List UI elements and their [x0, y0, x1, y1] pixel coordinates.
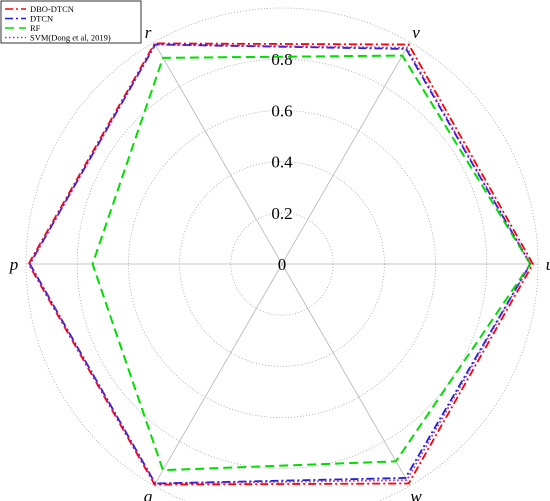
axis-label-q: q [144, 487, 153, 501]
axis-label-v: v [412, 23, 420, 42]
radial-tick-labels: 0 0.2 0.4 0.6 0.8 [271, 50, 293, 274]
axis-label-r: r [145, 23, 152, 42]
axis-labels: u v r p q w [9, 23, 550, 501]
axis-label-w: w [410, 487, 422, 501]
legend-label: RF [30, 23, 41, 33]
spoke-r [153, 42, 283, 265]
spoke-v [281, 42, 411, 265]
legend-label: DTCN [30, 14, 53, 24]
legend-label: SVM(Dong et al, 2019) [30, 33, 111, 43]
series-lines [27, 42, 534, 486]
series-line-3 [91, 54, 532, 472]
legend-label: DBO-DTCN [30, 4, 74, 14]
axis-label-u: u [546, 255, 550, 274]
axis-label-p: p [9, 255, 19, 274]
radial-tick-label: 0.2 [271, 204, 292, 223]
spoke-w [281, 263, 411, 486]
series-line-1 [27, 42, 534, 486]
radial-tick-label: 0.6 [271, 101, 292, 120]
series-line-4 [28, 43, 532, 485]
radial-tick-label: 0.8 [271, 50, 292, 69]
radar-grid [25, 7, 539, 501]
legend-box [0, 0, 142, 44]
radial-tick-label: 0 [278, 255, 287, 274]
radial-tick-label: 0.4 [271, 153, 293, 172]
spoke-q [153, 263, 283, 486]
